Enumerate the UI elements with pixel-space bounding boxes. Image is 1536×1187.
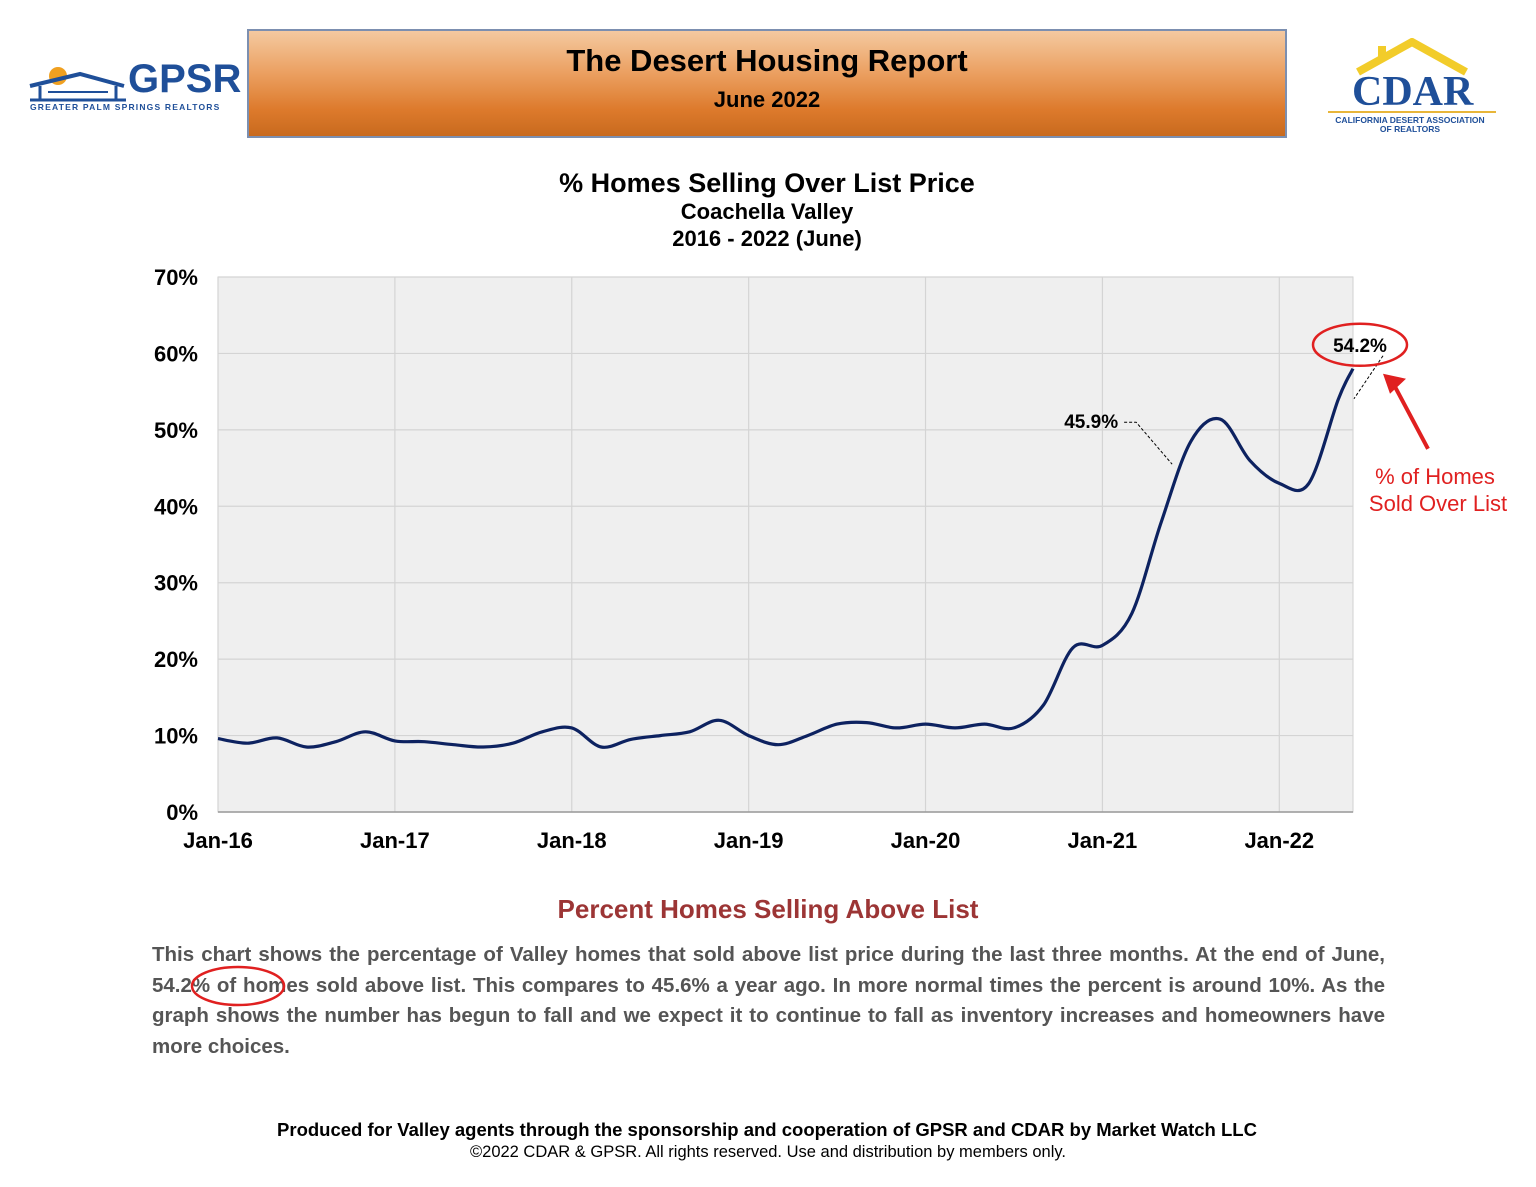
- x-tick-label: Jan-19: [714, 828, 784, 853]
- data-label: 54.2%: [1333, 336, 1387, 357]
- y-tick-label: 20%: [154, 647, 198, 672]
- y-tick-label: 0%: [166, 800, 198, 825]
- callout-label: Sold Over List: [1369, 491, 1507, 516]
- y-tick-label: 60%: [154, 341, 198, 366]
- x-tick-label: Jan-22: [1244, 828, 1314, 853]
- y-tick-label: 40%: [154, 494, 198, 519]
- series-line: [217, 367, 1355, 749]
- report-title: The Desert Housing Report: [566, 43, 968, 78]
- highlight-circle: [1311, 322, 1409, 368]
- cdar-logo-tagline-2: OF REALTORS: [1379, 124, 1441, 134]
- chart-subtitle: Coachella Valley: [680, 199, 854, 224]
- y-tick-label: 70%: [154, 265, 198, 290]
- cdar-logo-divider: [1328, 111, 1496, 113]
- y-tick-label: 30%: [154, 571, 198, 596]
- gpsr-house-icon: [29, 67, 126, 102]
- leader-line: [1353, 355, 1384, 400]
- report-banner: The Desert Housing Report June 2022: [247, 29, 1287, 138]
- footer-credit: Produced for Valley agents through the s…: [277, 1119, 1257, 1140]
- arrow-head-icon: [1383, 373, 1406, 394]
- data-label: 45.9%: [1064, 412, 1118, 433]
- chart-title: % Homes Selling Over List Price: [559, 168, 975, 198]
- description-title: Percent Homes Selling Above List: [557, 894, 979, 924]
- chart-date-range: 2016 - 2022 (June): [672, 226, 862, 251]
- footer-copyright: ©2022 CDAR & GPSR. All rights reserved. …: [469, 1143, 1066, 1161]
- leader-line: [1124, 421, 1173, 465]
- x-tick-label: Jan-16: [183, 828, 253, 853]
- callout-arrow: [1393, 385, 1430, 450]
- y-tick-label: 10%: [154, 724, 198, 749]
- cdar-roof-icon: [1356, 38, 1468, 76]
- highlight-circle: [190, 965, 286, 1007]
- cdar-logo-text: CDAR: [1352, 69, 1474, 115]
- gpsr-logo-text: GPSR: [128, 57, 242, 101]
- cdar-logo-tagline: CALIFORNIA DESERT ASSOCIATION: [1335, 115, 1485, 125]
- x-tick-label: Jan-18: [537, 828, 607, 853]
- description-body: This chart shows the percentage of Valle…: [152, 943, 1385, 1058]
- x-tick-label: Jan-20: [891, 828, 961, 853]
- gpsr-logo-tagline: GREATER PALM SPRINGS REALTORS: [30, 102, 221, 112]
- y-tick-label: 50%: [154, 418, 198, 443]
- report-subtitle: June 2022: [713, 87, 821, 112]
- x-tick-label: Jan-17: [360, 828, 430, 853]
- callout-label: % of Homes: [1375, 464, 1495, 489]
- x-tick-label: Jan-21: [1068, 828, 1138, 853]
- plot-area: [217, 276, 1354, 813]
- line-chart: 0% 10% 20% 30% 40% 50% 60% 70% Jan-16 Jan-17 Jan-…: [154, 265, 1507, 853]
